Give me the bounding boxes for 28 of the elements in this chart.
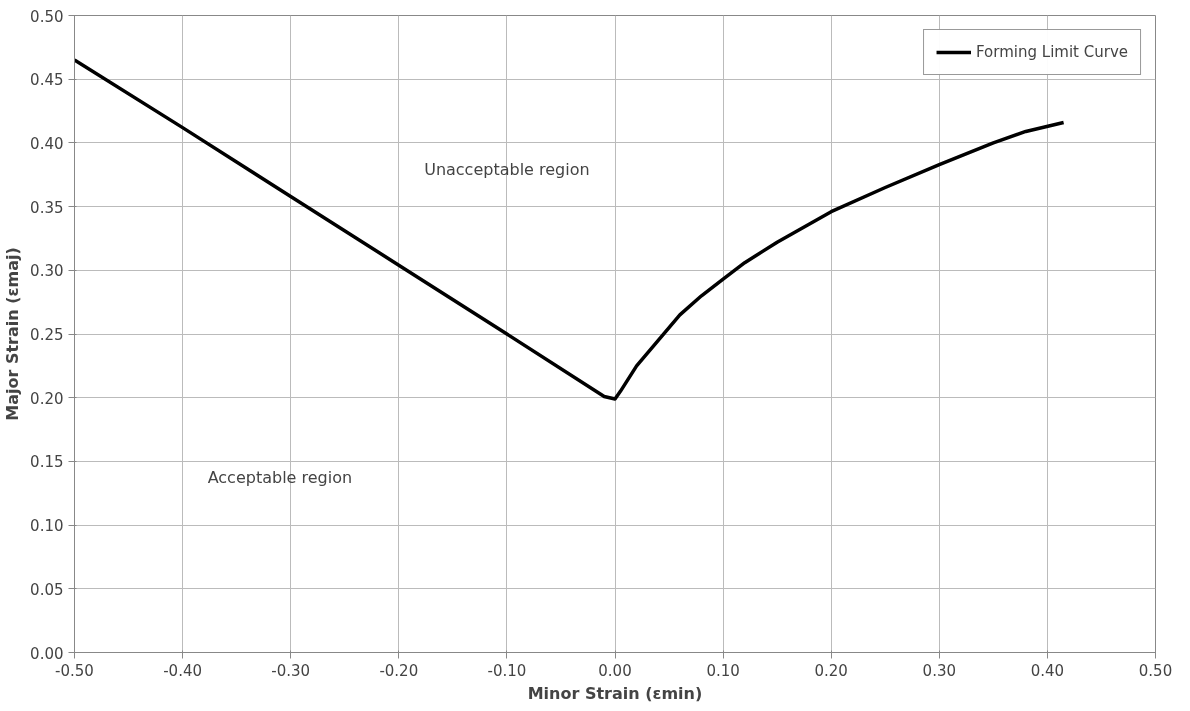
- x-tick-label: -0.40: [163, 661, 203, 680]
- y-tick-label: 0.30: [30, 262, 64, 281]
- x-tick-label: -0.10: [487, 661, 527, 680]
- y-tick-label: 0.40: [30, 134, 64, 153]
- y-tick-label: 0.15: [30, 453, 64, 472]
- y-tick-label: 0.00: [30, 644, 64, 663]
- x-tick-label: 0.50: [1138, 661, 1173, 680]
- x-tick-label: 0.20: [814, 661, 848, 680]
- x-tick-label: -0.50: [55, 661, 94, 680]
- x-axis-title: Minor Strain (εmin): [527, 683, 703, 703]
- annotation: Acceptable region: [207, 467, 353, 487]
- y-tick-label: 0.50: [30, 7, 64, 26]
- legend-label: Forming Limit Curve: [976, 43, 1128, 61]
- y-tick-label: 0.35: [30, 198, 64, 217]
- x-tick-label: 0.40: [1030, 661, 1065, 680]
- x-tick-label: 0.10: [706, 661, 740, 680]
- y-tick-label: 0.45: [30, 71, 64, 90]
- line-series: [74, 58, 1066, 401]
- y-tick-label: 0.10: [30, 517, 64, 536]
- y-tick-label: 0.05: [30, 580, 64, 599]
- y-tick-label: 0.20: [30, 389, 64, 408]
- x-tick-label: -0.20: [379, 661, 419, 680]
- x-tick-label: -0.30: [271, 661, 311, 680]
- y-axis-title: Major Strain (εmaj): [3, 247, 23, 421]
- x-tick-label: 0.30: [922, 661, 957, 680]
- y-tick-label: 0.25: [30, 326, 64, 344]
- x-tick-label: 0.00: [598, 661, 632, 680]
- annotation: Unacceptable region: [424, 160, 590, 180]
